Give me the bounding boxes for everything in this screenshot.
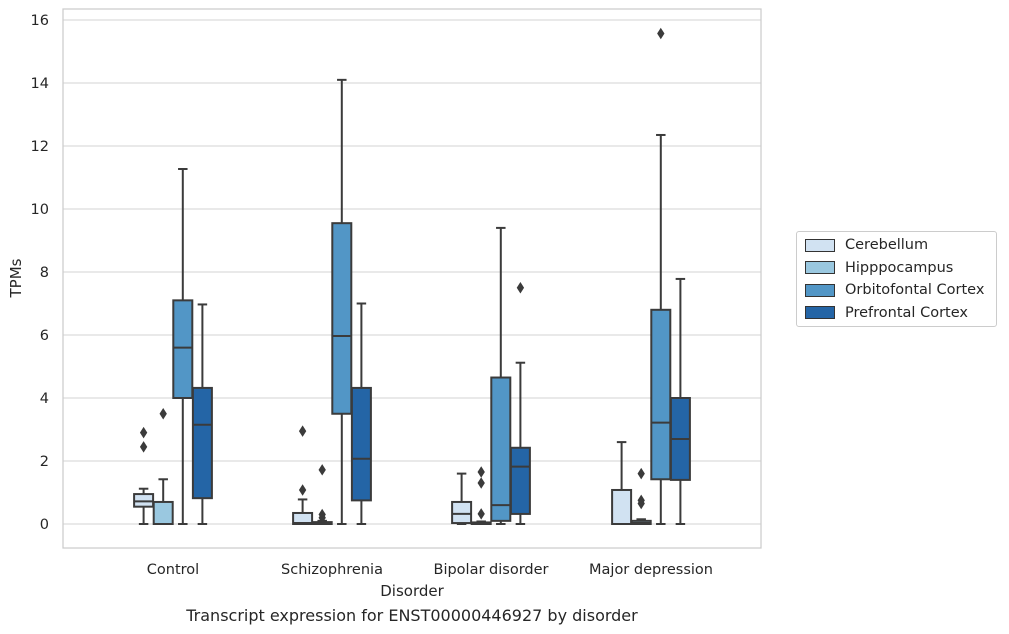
box-orbitofontal-cortex-major-depression: [650, 27, 672, 525]
legend-item: Prefrontal Cortex: [805, 304, 968, 322]
box-prefrontal-cortex-control: [191, 303, 213, 525]
boxes: [133, 27, 691, 526]
y-tick-label: 8: [40, 265, 49, 281]
outlier-point: [318, 464, 326, 476]
outlier-point: [298, 425, 307, 437]
box-body: [451, 500, 473, 525]
outlier-point: [139, 441, 148, 453]
legend-label: Hipppocampus: [845, 259, 954, 276]
y-tick-label: 2: [40, 454, 49, 470]
outlier-point: [637, 467, 645, 480]
box-prefrontal-cortex-bipolar-disorder: [509, 282, 531, 525]
legend: Cerebellum Hipppocampus Orbitofontal Corte…: [796, 231, 997, 327]
box-cerebellum-schizophrenia: [292, 425, 314, 525]
outlier-point: [477, 466, 485, 478]
legend-swatch: [805, 306, 835, 319]
box-cerebellum-control: [133, 426, 155, 525]
outlier-point: [657, 27, 665, 40]
x-tick-label: Major depression: [589, 562, 713, 578]
legend-swatch: [805, 238, 835, 252]
box-cerebellum-major-depression: [611, 441, 633, 526]
box-hipppocampus-control: [152, 408, 174, 526]
outlier-point: [637, 497, 645, 510]
y-tick-label: 10: [31, 202, 49, 218]
y-tick-label: 14: [31, 76, 49, 92]
outlier-point: [516, 282, 525, 294]
legend-swatch: [805, 283, 835, 297]
plot-frame: [62, 8, 762, 549]
x-axis-label: Disorder: [380, 582, 444, 600]
legend-label: Orbitofontal Cortex: [845, 282, 985, 298]
box-prefrontal-cortex-major-depression: [669, 277, 691, 525]
x-tick-labels: Control Schizophrenia Bipolar disorder Majo…: [147, 562, 713, 578]
legend-item: Hipppocampus: [805, 259, 953, 277]
outlier-point: [159, 408, 167, 420]
legend-swatch: [805, 261, 835, 274]
y-axis-label: TPMs: [7, 258, 25, 298]
box-orbitofontal-cortex-schizophrenia: [331, 78, 353, 525]
box-body: [191, 386, 213, 500]
box-body: [331, 222, 353, 415]
chart-caption: Transcript expression for ENST0000044692…: [186, 606, 638, 625]
box-orbitofontal-cortex-control: [172, 167, 194, 525]
y-tick-labels: 0 2 4 6 8 10 12 14 16: [31, 13, 49, 533]
y-tick-label: 6: [40, 328, 49, 344]
box-prefrontal-cortex-schizophrenia: [350, 302, 372, 525]
box-body: [611, 488, 633, 526]
box-body: [490, 376, 512, 522]
y-tick-label: 4: [40, 391, 49, 407]
box-hipppocampus-major-depression: [630, 467, 652, 525]
box-hipppocampus-schizophrenia: [311, 464, 333, 525]
y-tick-label: 16: [31, 13, 49, 29]
outlier-point: [139, 426, 148, 439]
box-body: [152, 500, 174, 526]
legend-label: Prefrontal Cortex: [845, 304, 968, 321]
box-body: [350, 386, 372, 502]
legend-item: Orbitofontal Cortex: [805, 281, 984, 299]
x-tick-label: Schizophrenia: [281, 562, 383, 578]
legend-label: Cerebellum: [845, 237, 929, 253]
box-body: [650, 308, 672, 481]
y-tick-label: 0: [40, 517, 49, 533]
x-tick-label: Bipolar disorder: [434, 562, 549, 578]
outlier-point: [477, 508, 485, 520]
legend-item: Cerebellum: [805, 236, 928, 254]
outlier-point: [298, 484, 307, 496]
outlier-point: [318, 511, 326, 524]
box-body: [509, 446, 531, 515]
box-hipppocampus-bipolar-disorder: [470, 466, 492, 525]
y-tick-label: 12: [31, 139, 49, 155]
box-cerebellum-bipolar-disorder: [451, 472, 473, 525]
x-tick-label: Control: [147, 562, 199, 578]
box-body: [172, 299, 194, 400]
outlier-point: [477, 477, 485, 489]
